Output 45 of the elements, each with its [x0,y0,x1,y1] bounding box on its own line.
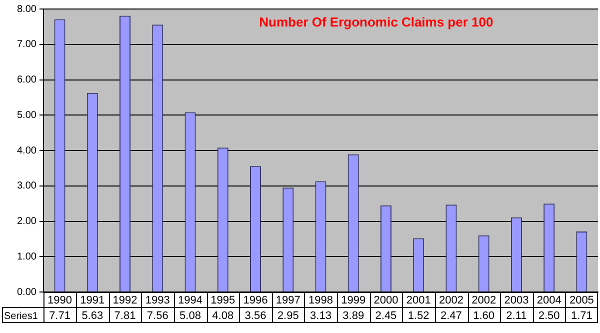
x-tick-label: 1999 [341,294,366,307]
y-tick-label: 1.00 [16,251,37,262]
data-label: 7.56 [146,310,168,322]
y-tick-label: 3.00 [16,180,37,192]
y-tick-label: 0.00 [16,286,37,298]
x-tick-label: 2000 [374,294,398,307]
data-label: 1.71 [570,310,592,322]
data-label: 2.45 [375,310,397,322]
x-tick-label: 2002 [438,294,464,307]
x-tick-label: 2003 [504,294,529,307]
data-label: 5.63 [82,310,104,322]
data-label: 7.71 [49,310,70,322]
data-label: 4.08 [212,310,234,322]
y-tick-label: 5.00 [16,110,37,121]
x-tick-label: 1998 [308,294,333,307]
x-tick-label: 1996 [243,294,268,307]
x-tick-label: 1992 [112,294,138,307]
chart-title: Number Of Ergonomic Claims per 100 [259,14,494,30]
x-tick-label: 1990 [48,294,72,307]
data-label: 2.47 [440,310,462,322]
y-tick-label: 6.00 [16,74,37,86]
data-label: 7.81 [114,310,136,322]
x-tick-label: 1994 [178,294,202,307]
data-label: 1.60 [473,310,495,322]
data-label: 5.08 [180,310,201,322]
x-tick-label: 2004 [536,294,562,307]
y-tick-label: 2.00 [16,216,37,227]
x-tick-label: 1991 [80,294,105,307]
y-tick-label: 4.00 [16,145,37,156]
x-tick-label: 1997 [276,294,300,307]
y-tick-label: 7.00 [16,39,37,50]
y-tick-label: 8.00 [16,4,37,15]
data-label: 3.13 [310,310,332,322]
data-label: 3.56 [244,310,266,322]
x-tick-label: 2001 [406,294,431,307]
x-tick-label: 1995 [210,294,236,307]
x-tick-label: 2002 [472,294,496,307]
data-label: 3.89 [342,310,364,322]
data-label: 2.11 [506,310,527,322]
data-label: 2.50 [538,310,560,322]
x-tick-label: 2005 [569,294,594,307]
data-label: 1.52 [408,310,430,322]
x-tick-label: 1993 [145,294,170,307]
text: Series1 [4,310,38,322]
data-label: 2.95 [277,310,299,322]
